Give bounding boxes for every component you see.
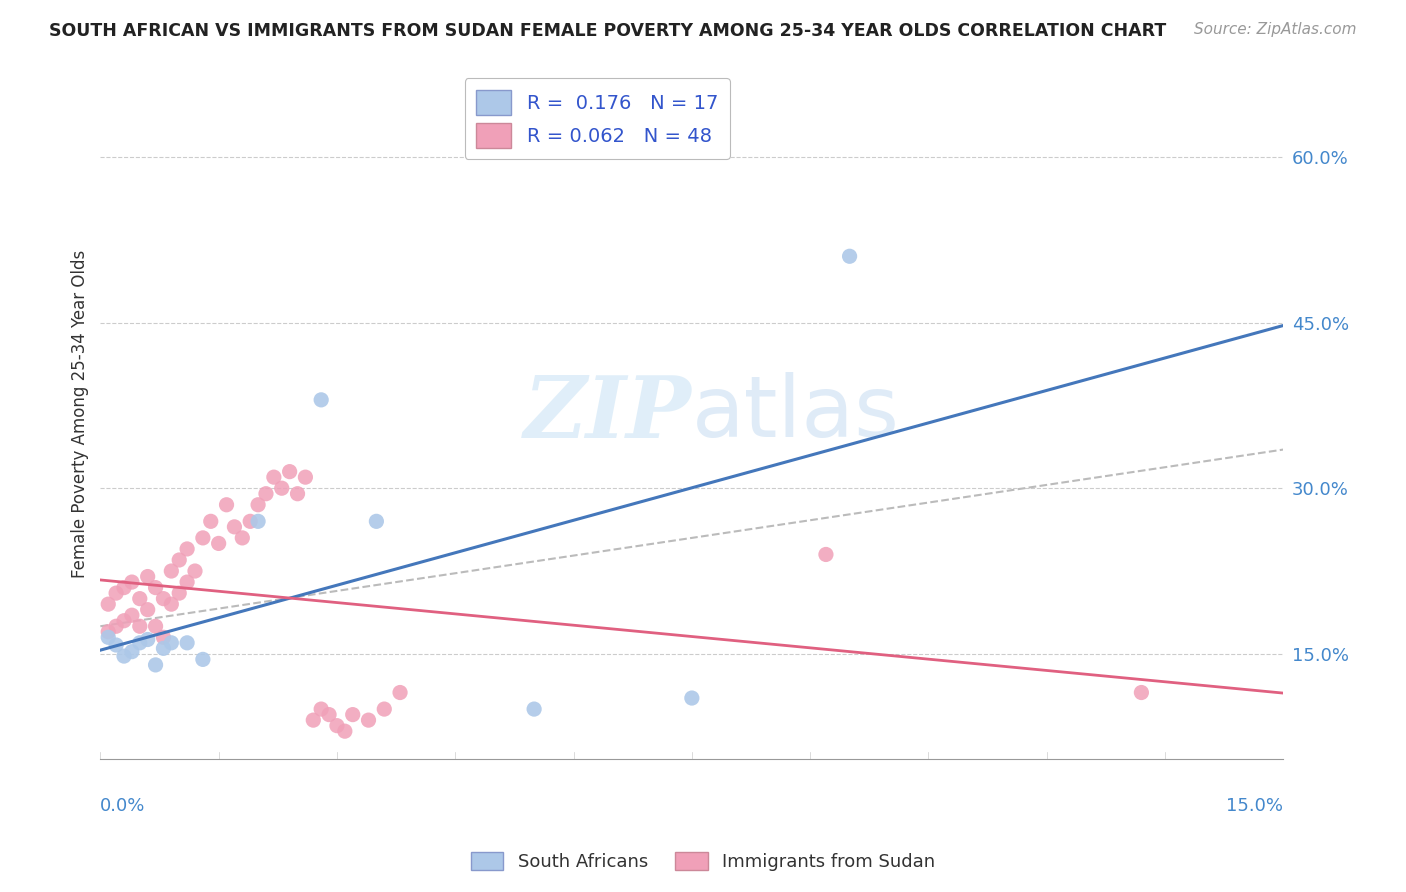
Point — [838, 249, 860, 263]
Point — [160, 564, 183, 578]
Point — [302, 713, 325, 727]
Point — [105, 638, 128, 652]
Point — [215, 498, 238, 512]
Point — [263, 470, 285, 484]
Text: ZIP: ZIP — [524, 372, 692, 456]
Point — [278, 465, 301, 479]
Point — [318, 707, 340, 722]
Point — [176, 575, 198, 590]
Legend: R =  0.176   N = 17, R = 0.062   N = 48: R = 0.176 N = 17, R = 0.062 N = 48 — [464, 78, 730, 160]
Point — [389, 685, 412, 699]
Point — [1130, 685, 1153, 699]
Y-axis label: Female Poverty Among 25-34 Year Olds: Female Poverty Among 25-34 Year Olds — [72, 250, 89, 578]
Point — [366, 514, 388, 528]
Point — [287, 487, 309, 501]
Point — [239, 514, 262, 528]
Point — [167, 553, 190, 567]
Legend: South Africans, Immigrants from Sudan: South Africans, Immigrants from Sudan — [464, 845, 942, 879]
Point — [247, 514, 270, 528]
Point — [814, 548, 837, 562]
Point — [128, 591, 150, 606]
Text: 0.0%: 0.0% — [100, 797, 146, 814]
Point — [270, 481, 292, 495]
Point — [152, 641, 174, 656]
Point — [357, 713, 380, 727]
Text: SOUTH AFRICAN VS IMMIGRANTS FROM SUDAN FEMALE POVERTY AMONG 25-34 YEAR OLDS CORR: SOUTH AFRICAN VS IMMIGRANTS FROM SUDAN F… — [49, 22, 1167, 40]
Point — [231, 531, 253, 545]
Point — [333, 724, 356, 739]
Point — [160, 636, 183, 650]
Point — [121, 645, 143, 659]
Point — [191, 531, 214, 545]
Point — [309, 392, 332, 407]
Point — [112, 614, 135, 628]
Point — [254, 487, 277, 501]
Point — [105, 586, 128, 600]
Point — [105, 619, 128, 633]
Point — [167, 586, 190, 600]
Point — [97, 624, 120, 639]
Point — [136, 632, 159, 647]
Point — [136, 603, 159, 617]
Point — [152, 591, 174, 606]
Point — [247, 498, 270, 512]
Point — [681, 691, 703, 706]
Point — [152, 630, 174, 644]
Point — [208, 536, 231, 550]
Point — [342, 707, 364, 722]
Point — [112, 581, 135, 595]
Point — [160, 597, 183, 611]
Point — [373, 702, 395, 716]
Point — [523, 702, 546, 716]
Text: atlas: atlas — [692, 372, 900, 455]
Point — [294, 470, 316, 484]
Point — [128, 636, 150, 650]
Point — [176, 636, 198, 650]
Point — [97, 630, 120, 644]
Point — [112, 649, 135, 664]
Point — [145, 657, 167, 672]
Point — [121, 575, 143, 590]
Point — [145, 619, 167, 633]
Point — [326, 719, 349, 733]
Point — [128, 619, 150, 633]
Point — [176, 541, 198, 556]
Point — [136, 569, 159, 583]
Point — [184, 564, 207, 578]
Point — [224, 520, 246, 534]
Point — [191, 652, 214, 666]
Point — [200, 514, 222, 528]
Text: 15.0%: 15.0% — [1226, 797, 1284, 814]
Point — [145, 581, 167, 595]
Point — [309, 702, 332, 716]
Point — [97, 597, 120, 611]
Point — [121, 608, 143, 623]
Text: Source: ZipAtlas.com: Source: ZipAtlas.com — [1194, 22, 1357, 37]
